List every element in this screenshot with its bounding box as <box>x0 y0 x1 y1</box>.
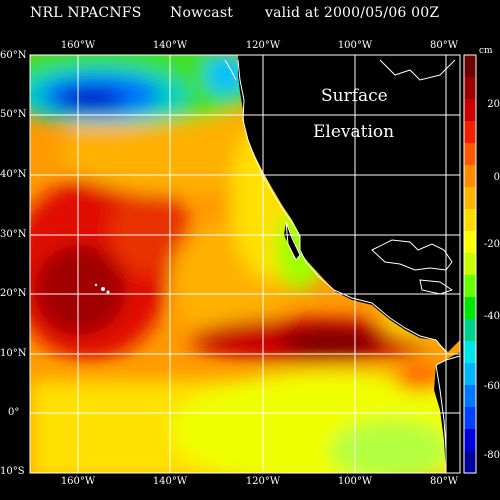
lon-label-top: 140°W <box>152 40 188 51</box>
lon-label-bottom: 120°W <box>245 476 281 487</box>
colorbar-swatch <box>464 165 476 188</box>
colorbar-frame <box>463 54 477 474</box>
valid-time: valid at 2000/05/06 00Z <box>265 5 440 21</box>
coastline <box>224 59 461 473</box>
lat-label: 40°N <box>0 169 27 180</box>
lon-label-bottom: 100°W <box>337 476 373 487</box>
colorbar-swatch <box>464 253 476 276</box>
colorbar-swatch <box>464 209 476 232</box>
colorbar-tick: -40 <box>483 311 500 322</box>
lon-label-top: 100°W <box>337 40 373 51</box>
lon-label-top: 120°W <box>245 40 281 51</box>
lon-label-top: 80°W <box>429 40 458 51</box>
lat-label: 20°N <box>0 288 27 299</box>
map-frame <box>29 54 461 474</box>
lon-label-bottom: 80°W <box>429 476 458 487</box>
lon-label-top: 160°W <box>60 40 96 51</box>
colorbar-swatch <box>464 407 476 430</box>
sea-surface-field <box>30 55 460 473</box>
colorbar-tick: 20 <box>487 99 500 110</box>
colorbar <box>463 54 477 474</box>
model-title: NRL NPACNFS <box>30 5 142 21</box>
colorbar-swatch <box>464 319 476 342</box>
colorbar-swatch <box>464 99 476 122</box>
colorbar-tick: -60 <box>483 381 500 392</box>
lon-label-bottom: 140°W <box>152 476 188 487</box>
colorbar-tick: 0 <box>493 172 500 183</box>
grid-lines <box>30 55 460 473</box>
lat-label: 10°N <box>0 348 27 359</box>
colorbar-swatch <box>464 275 476 298</box>
colorbar-swatch <box>464 77 476 100</box>
lat-label: 30°N <box>0 229 27 240</box>
colorbar-swatch <box>464 55 476 78</box>
colorbar-swatch <box>464 231 476 254</box>
colorbar-tick: -20 <box>483 239 500 250</box>
colorbar-swatch <box>464 187 476 210</box>
colorbar-swatch <box>464 341 476 364</box>
colorbar-swatch <box>464 143 476 166</box>
lat-label: 10°S <box>0 466 25 477</box>
colorbar-swatch <box>464 385 476 408</box>
mode-title: Nowcast <box>170 5 234 21</box>
colorbar-unit: cm <box>479 46 493 56</box>
colorbar-swatch <box>464 451 476 474</box>
overlay-title-line1: Surface <box>321 86 388 106</box>
colorbar-swatch <box>464 121 476 144</box>
colorbar-swatch <box>464 429 476 452</box>
overlay-title-line2: Elevation <box>313 122 395 142</box>
colorbar-tick: -80 <box>483 450 500 461</box>
lat-label: 60°N <box>0 50 27 61</box>
lon-label-bottom: 160°W <box>60 476 96 487</box>
lat-label: 0° <box>8 407 20 418</box>
colorbar-swatch <box>464 297 476 320</box>
colorbar-swatch <box>464 363 476 386</box>
lat-label: 50°N <box>0 109 27 120</box>
